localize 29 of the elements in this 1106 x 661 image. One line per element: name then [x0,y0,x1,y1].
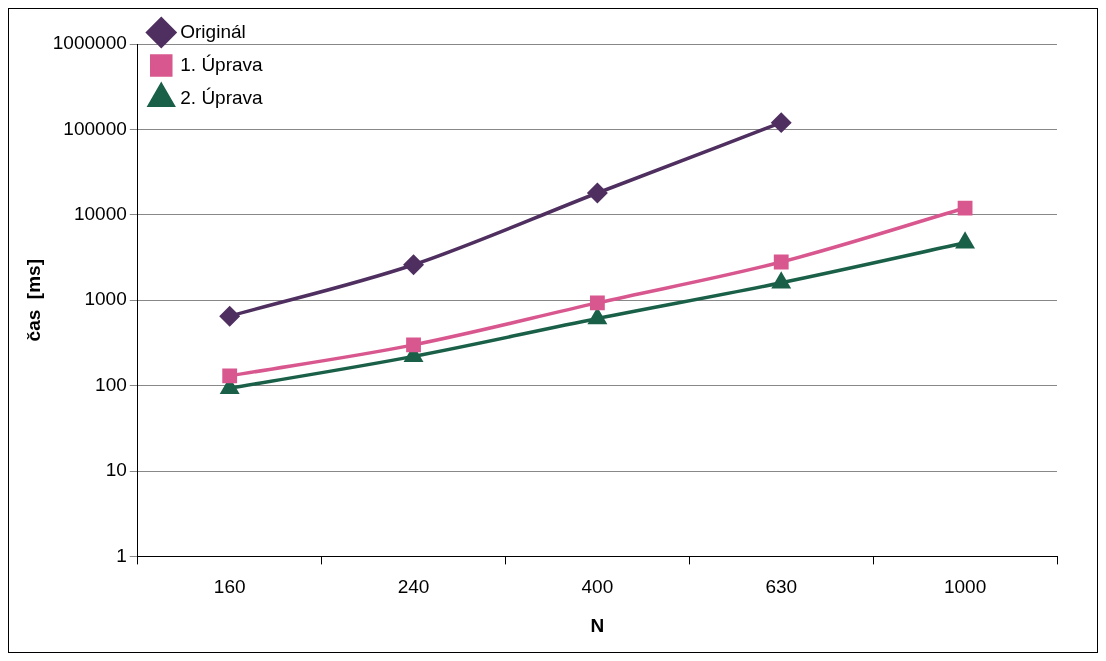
y-tick-label: 1000 [84,288,127,310]
x-axis-title: N [590,614,605,636]
x-tick-label: 160 [213,576,246,598]
point [219,306,240,326]
point [589,295,605,311]
y-tick-label: 100 [95,373,127,395]
point [771,112,791,133]
legend-label: 2. Úprava [180,86,264,108]
y-tick-label: 10 [105,459,127,481]
y-tick-label: 100000 [63,117,127,139]
y-tick-label: 1 [116,544,127,566]
point [956,233,974,249]
point [773,254,789,270]
point [957,200,973,216]
legend-label: Originál [180,20,246,42]
point [772,273,790,289]
y-tick-label: 1000000 [52,32,127,54]
x-tick-label: 400 [581,576,614,598]
legend-label: 1. Úprava [180,53,264,75]
point [403,255,424,275]
point [222,368,238,384]
point [587,183,608,203]
x-tick-label: 630 [765,576,798,598]
x-tick-label: 1000 [943,576,987,598]
x-tick-label: 240 [397,576,430,598]
y-axis-title: čas [ms] [22,259,44,342]
y-tick-label: 10000 [73,203,127,225]
point [406,337,421,353]
point [588,308,607,325]
